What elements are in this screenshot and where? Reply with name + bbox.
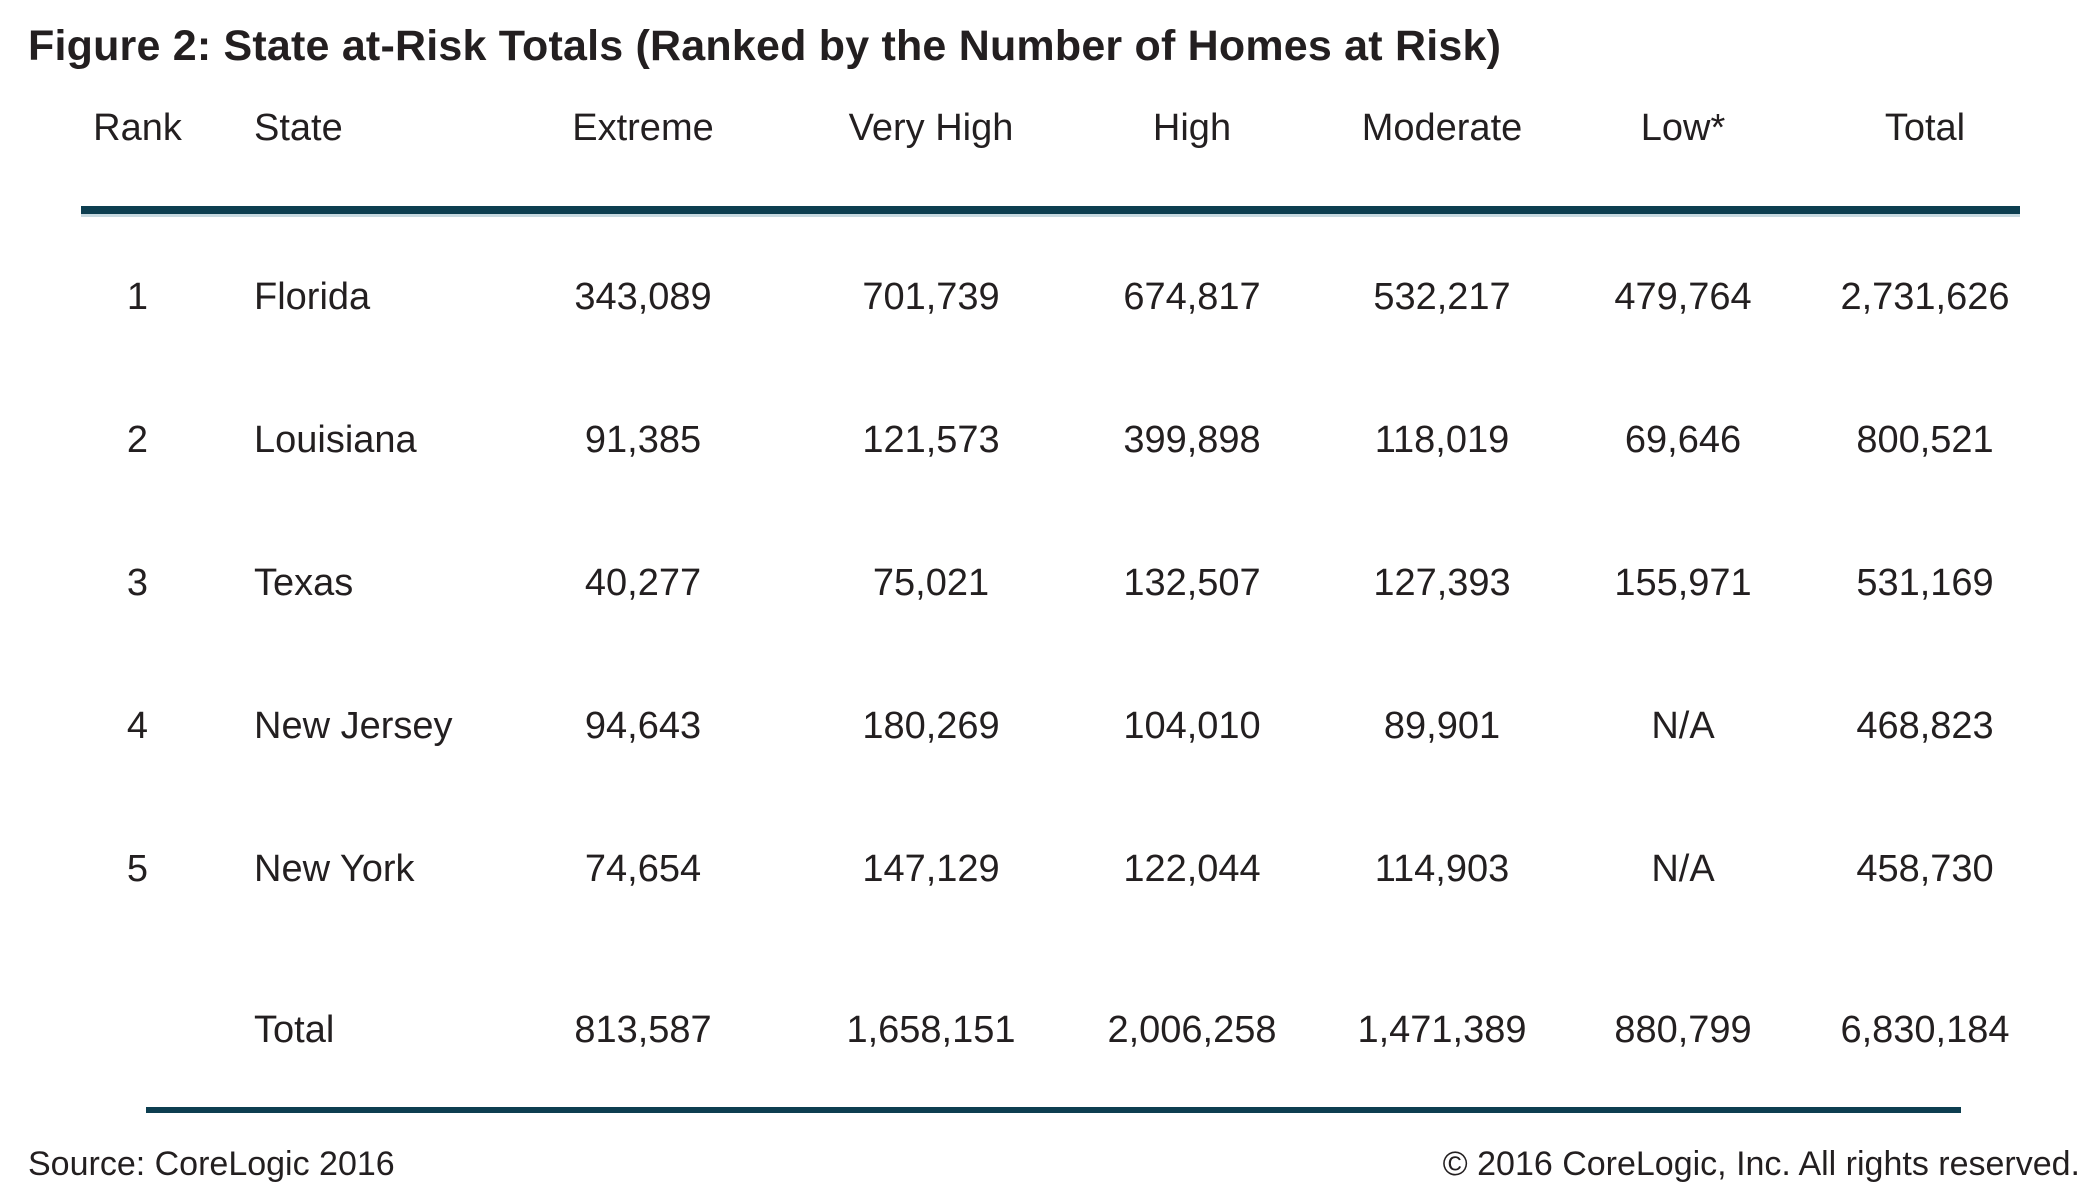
source-note: Source: CoreLogic 2016 bbox=[28, 1145, 395, 1183]
cell-rank: 2 bbox=[126, 419, 149, 461]
cell-high: 399,898 bbox=[1123, 419, 1261, 461]
table-row: 1 Florida 343,089 701,739 674,817 532,21… bbox=[60, 267, 2060, 327]
cell-moderate: 89,901 bbox=[1383, 705, 1501, 747]
cell-very-high: 701,739 bbox=[862, 276, 1000, 318]
header-cell-moderate: Moderate bbox=[1361, 107, 1523, 149]
cell-total: 800,521 bbox=[1856, 419, 1994, 461]
header-cell-very-high: Very High bbox=[848, 107, 1014, 149]
cell-moderate-total: 1,471,389 bbox=[1357, 1009, 1527, 1051]
header-cell-rank: Rank bbox=[93, 107, 182, 149]
cell-rank: 3 bbox=[126, 562, 149, 604]
cell-extreme: 343,089 bbox=[574, 276, 712, 318]
cell-state: Texas bbox=[254, 562, 354, 604]
cell-low: 155,971 bbox=[1614, 562, 1752, 604]
cell-total-label: Total bbox=[254, 1009, 335, 1051]
header-cell-low: Low* bbox=[1640, 107, 1726, 149]
cell-very-high: 75,021 bbox=[872, 562, 990, 604]
cell-extreme-total: 813,587 bbox=[574, 1009, 712, 1051]
figure-title: Figure 2: State at-Risk Totals (Ranked b… bbox=[28, 22, 1502, 70]
cell-very-high: 121,573 bbox=[862, 419, 1000, 461]
cell-moderate: 127,393 bbox=[1373, 562, 1511, 604]
cell-high: 122,044 bbox=[1123, 848, 1261, 890]
cell-rank: 4 bbox=[126, 705, 149, 747]
cell-high: 674,817 bbox=[1123, 276, 1261, 318]
cell-high: 132,507 bbox=[1123, 562, 1261, 604]
cell-low: 69,646 bbox=[1624, 419, 1742, 461]
cell-low: 479,764 bbox=[1614, 276, 1752, 318]
cell-moderate: 114,903 bbox=[1374, 848, 1510, 890]
cell-rank: 1 bbox=[126, 276, 149, 318]
header-cell-high: High bbox=[1152, 107, 1232, 149]
header-cell-total: Total bbox=[1884, 107, 1966, 149]
cell-state: Florida bbox=[254, 276, 371, 318]
cell-very-high: 147,129 bbox=[862, 848, 1000, 890]
cell-state: New Jersey bbox=[254, 705, 453, 747]
cell-total: 531,169 bbox=[1856, 562, 1994, 604]
cell-total: 458,730 bbox=[1856, 848, 1994, 890]
table-row: 2 Louisiana 91,385 121,573 399,898 118,0… bbox=[60, 410, 2060, 470]
cell-state: Louisiana bbox=[254, 419, 417, 461]
cell-low: N/A bbox=[1651, 705, 1715, 747]
cell-very-high-total: 1,658,151 bbox=[846, 1009, 1016, 1051]
header-cell-state: State bbox=[254, 107, 343, 149]
cell-rank: 5 bbox=[126, 848, 149, 890]
cell-rank bbox=[60, 1000, 215, 1060]
table-bottom-rule bbox=[146, 1107, 1961, 1113]
cell-extreme: 91,385 bbox=[584, 419, 702, 461]
cell-moderate: 118,019 bbox=[1374, 419, 1510, 461]
table-row: 3 Texas 40,277 75,021 132,507 127,393 15… bbox=[60, 553, 2060, 613]
cell-state: New York bbox=[254, 848, 415, 890]
table-row: 5 New York 74,654 147,129 122,044 114,90… bbox=[60, 839, 2060, 899]
cell-extreme: 40,277 bbox=[584, 562, 702, 604]
cell-low-total: 880,799 bbox=[1614, 1009, 1752, 1051]
header-divider-rule bbox=[81, 206, 2020, 217]
cell-very-high: 180,269 bbox=[862, 705, 1000, 747]
cell-extreme: 94,643 bbox=[584, 705, 702, 747]
cell-low: N/A bbox=[1651, 848, 1715, 890]
cell-total: 468,823 bbox=[1856, 705, 1994, 747]
table-total-row: Total 813,587 1,658,151 2,006,258 1,471,… bbox=[60, 1000, 2060, 1060]
cell-moderate: 532,217 bbox=[1373, 276, 1511, 318]
cell-high-total: 2,006,258 bbox=[1107, 1009, 1277, 1051]
copyright-note: © 2016 CoreLogic, Inc. All rights reserv… bbox=[1442, 1145, 2080, 1183]
header-cell-extreme: Extreme bbox=[572, 107, 714, 149]
cell-extreme: 74,654 bbox=[584, 848, 702, 890]
table-row: 4 New Jersey 94,643 180,269 104,010 89,9… bbox=[60, 696, 2060, 756]
cell-high: 104,010 bbox=[1123, 705, 1261, 747]
table-header-row: Rank State Extreme Very High High Modera… bbox=[60, 98, 2060, 158]
cell-total: 2,731,626 bbox=[1840, 276, 2010, 318]
cell-grand-total: 6,830,184 bbox=[1840, 1009, 2010, 1051]
